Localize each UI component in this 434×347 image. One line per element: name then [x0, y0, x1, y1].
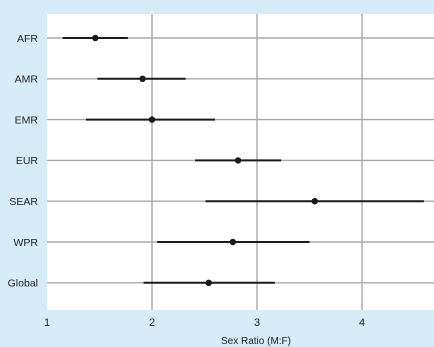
estimate-point	[229, 238, 237, 246]
row-labels: AFR AMR EMR EUR SEAR WPR Global	[8, 33, 39, 290]
x-tick-label: 4	[359, 317, 365, 329]
estimate-point	[148, 116, 156, 123]
estimate-point	[139, 75, 146, 83]
estimate-point	[311, 198, 318, 205]
estimate-point	[205, 279, 212, 286]
row-label: WPR	[14, 237, 39, 249]
row-label: SEAR	[9, 196, 38, 208]
x-tick-label: 3	[254, 317, 260, 329]
x-tick-label: 1	[44, 317, 50, 329]
row-label: EUR	[16, 155, 39, 167]
data-marks	[62, 34, 424, 286]
x-axis-ticks: 1 2 3 4	[44, 317, 365, 329]
row-label: AFR	[17, 33, 38, 45]
estimate-point	[234, 157, 242, 164]
estimate-point	[92, 34, 99, 42]
row-label: EMR	[15, 114, 39, 126]
row-label: AMR	[15, 74, 39, 86]
row-label: Global	[8, 278, 38, 290]
x-axis-label: Sex Ratio (M:F)	[221, 336, 291, 347]
x-tick-label: 2	[149, 317, 155, 329]
